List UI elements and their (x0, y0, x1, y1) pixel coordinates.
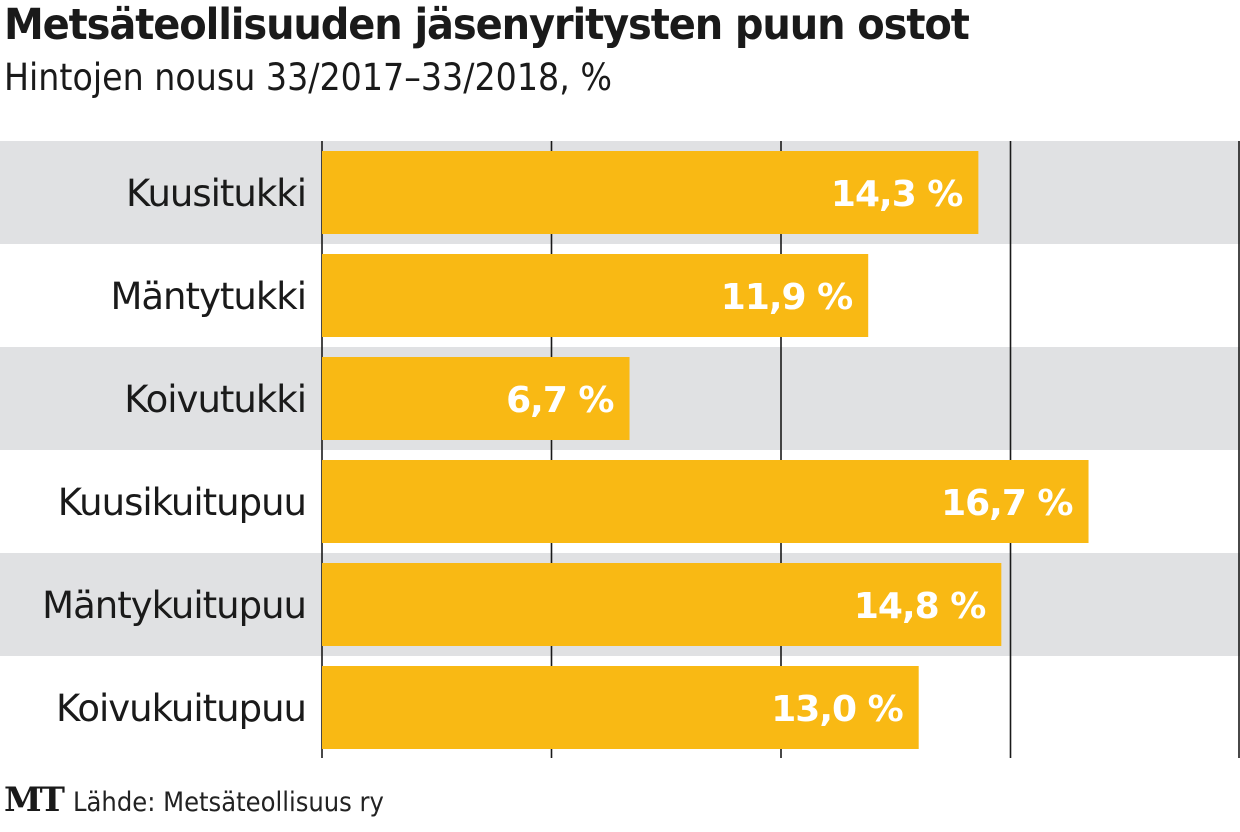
footer: MT Lähde: Metsäteollisuus ry (4, 780, 418, 820)
mt-logo: MT (4, 780, 65, 820)
bar (322, 666, 919, 749)
bar (322, 151, 979, 234)
category-label: Kuusikuitupuu (58, 481, 306, 524)
chart-title: Metsäteollisuuden jäsenyritysten puun os… (4, 0, 970, 50)
data-label: 14,3 % (831, 174, 962, 215)
data-label: 11,9 % (721, 277, 852, 318)
data-label: 14,8 % (854, 586, 985, 627)
chart-subtitle: Hintojen nousu 33/2017–33/2018, % (4, 56, 613, 99)
data-label: 13,0 % (771, 689, 902, 730)
bar (322, 460, 1089, 543)
category-label: Mäntykuitupuu (42, 584, 306, 627)
category-label: Kuusitukki (126, 172, 306, 215)
bar (322, 563, 1002, 646)
category-label: Mäntytukki (110, 275, 306, 318)
category-label: Koivutukki (124, 378, 306, 421)
source-text: Lähde: Metsäteollisuus ry (72, 787, 384, 818)
bar (322, 254, 869, 337)
data-label: 16,7 % (941, 483, 1072, 524)
data-label: 6,7 % (506, 380, 613, 421)
bar (322, 357, 630, 440)
category-label: Koivukuitupuu (56, 687, 306, 730)
